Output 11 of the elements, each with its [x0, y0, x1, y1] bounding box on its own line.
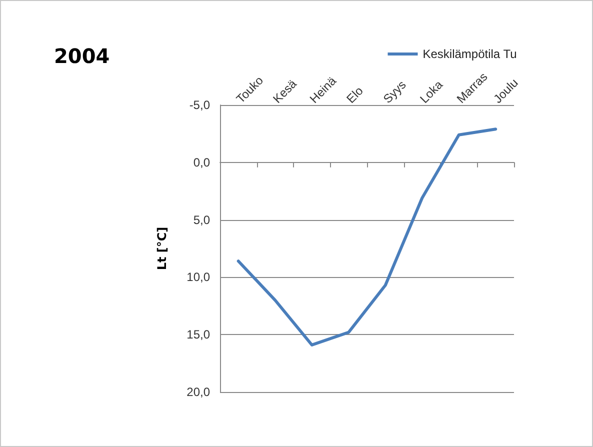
y-tick-label: 10,0: [186, 270, 210, 284]
y-tick-label: 0,0: [193, 155, 210, 170]
y-tick-label: 15,0: [186, 328, 210, 342]
x-tick-label: Elo: [344, 84, 366, 106]
y-axis-title: Lt [°C]: [155, 226, 169, 270]
y-tick-label: 5,0: [193, 212, 210, 227]
chart-title: 2004: [54, 44, 110, 68]
y-tick-label: 20,0: [186, 385, 210, 399]
y-tick-label: -5,0: [189, 98, 210, 112]
legend-label: Keskilämpötila Tu: [422, 47, 517, 61]
line-series: [236, 128, 498, 346]
